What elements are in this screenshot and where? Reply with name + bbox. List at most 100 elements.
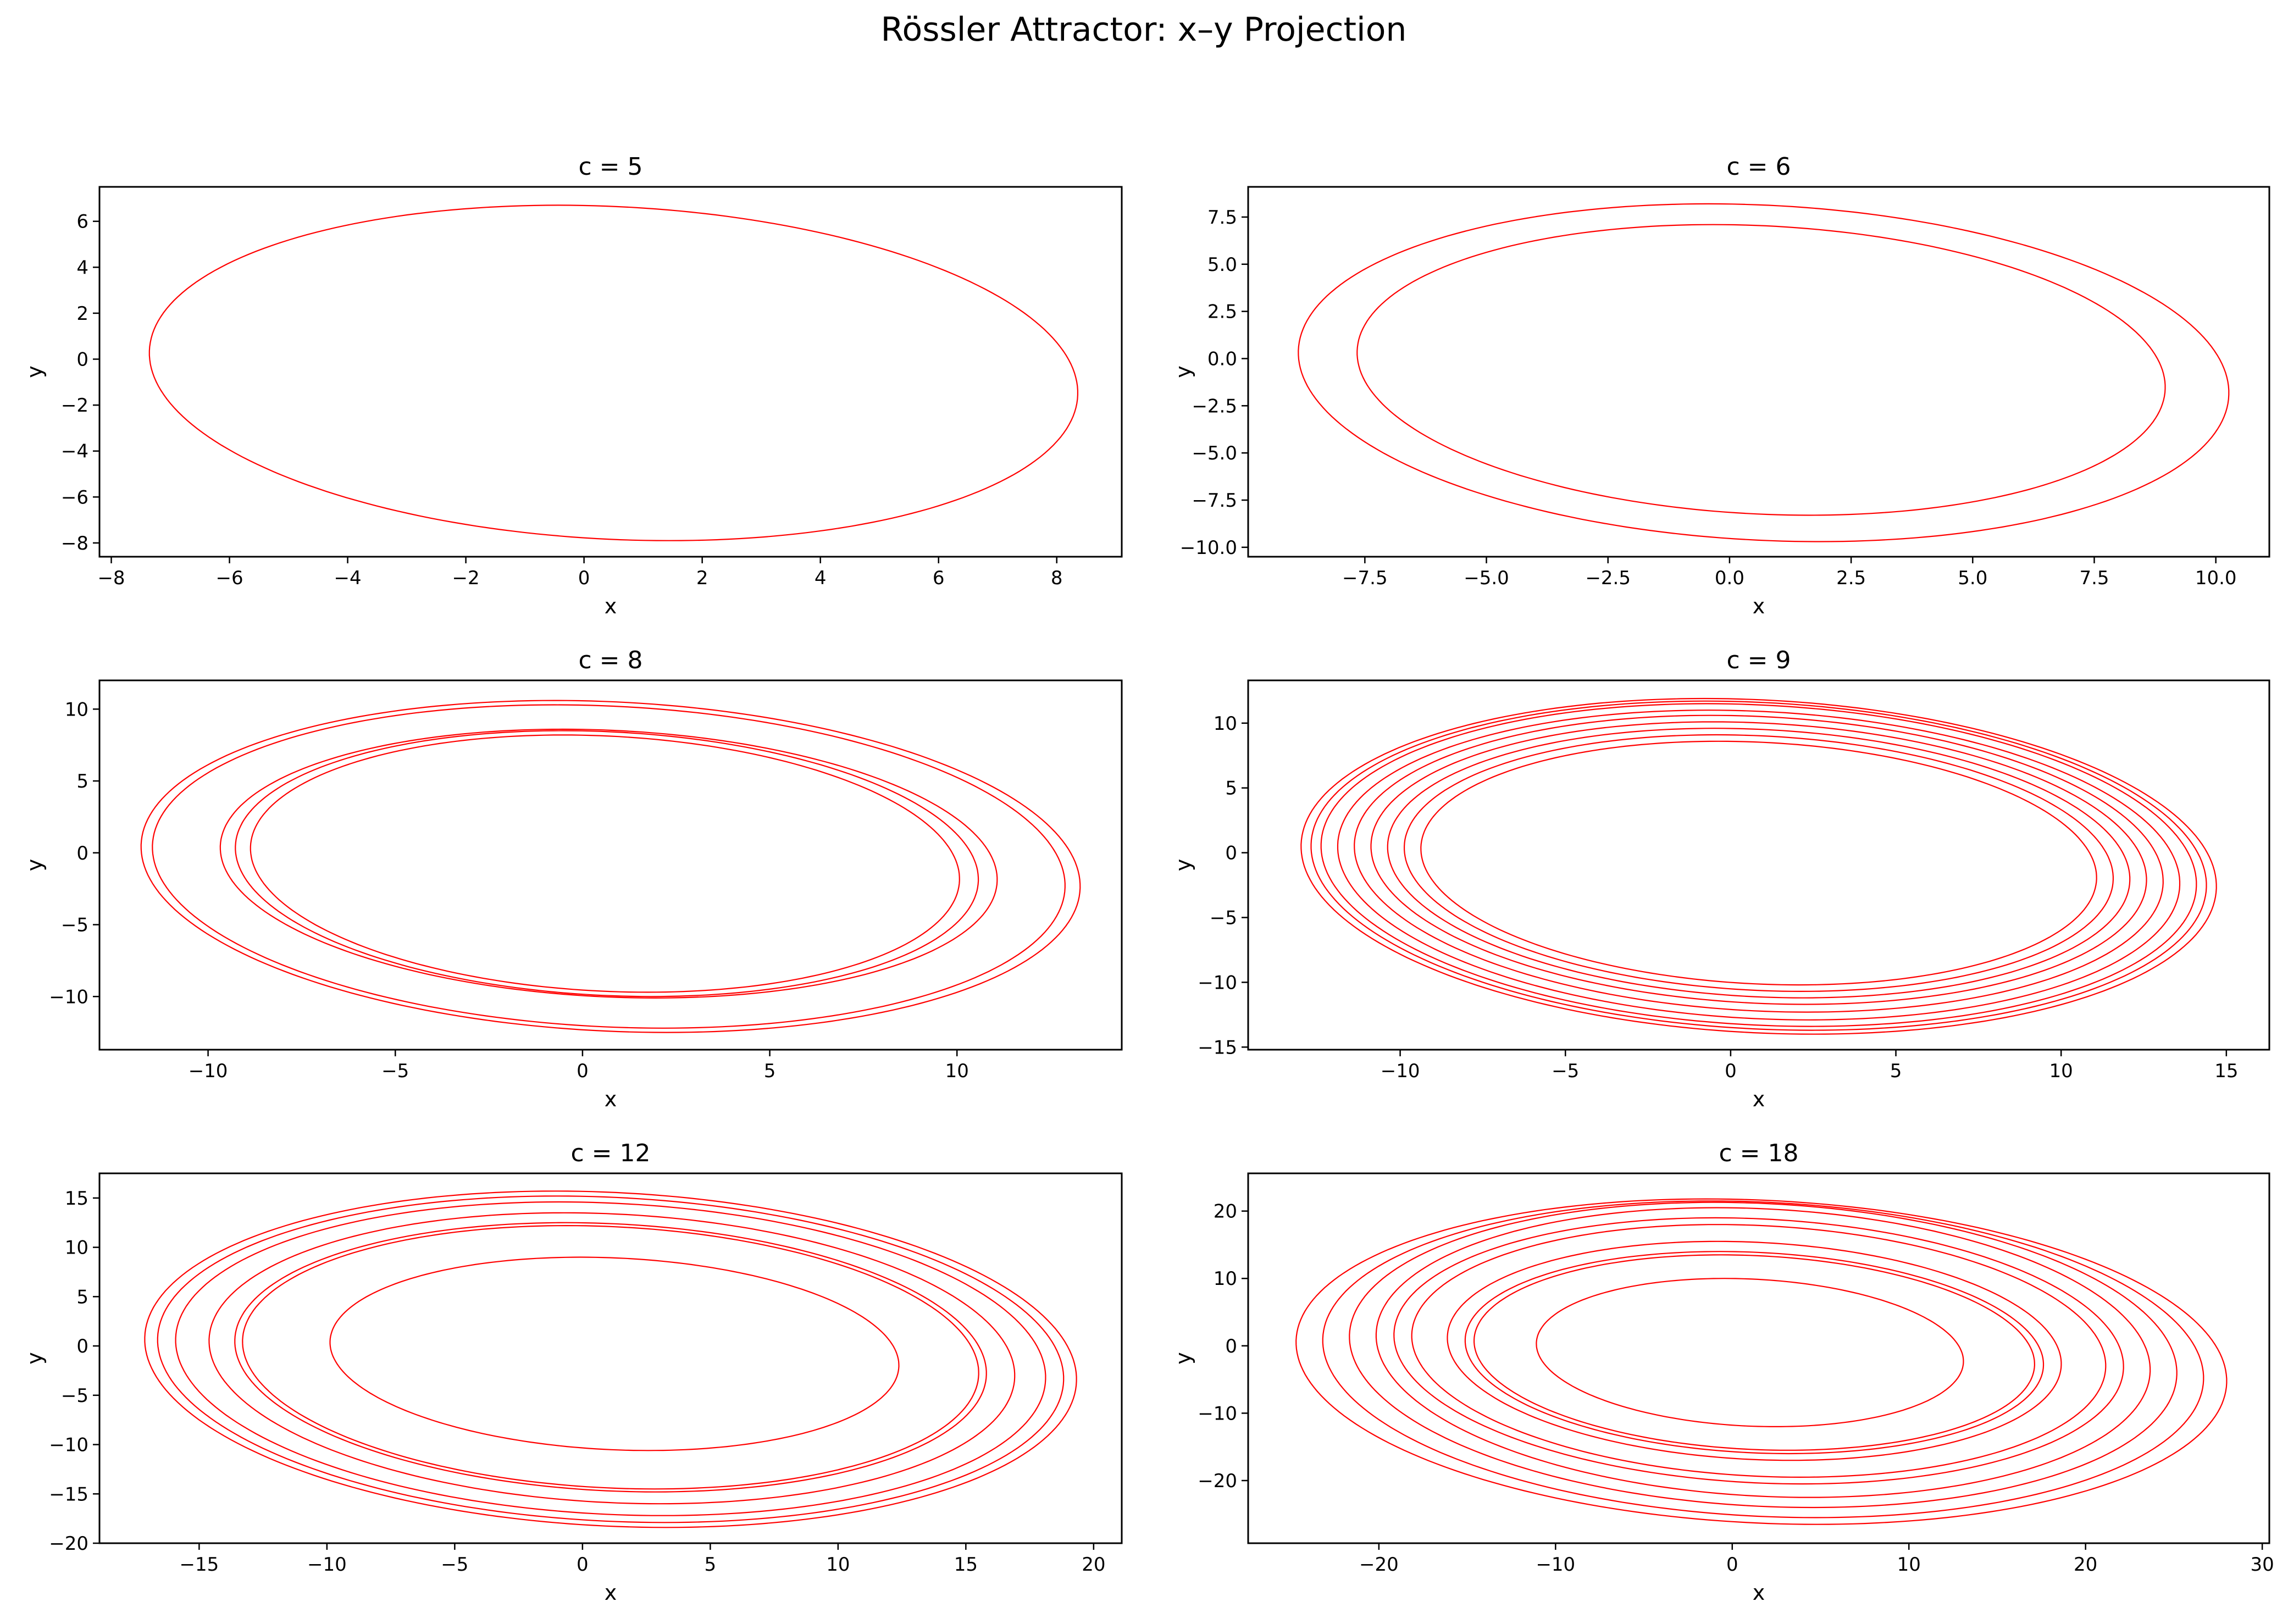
- subplot-4: −10 −5 0 5 10 15 −15 −10 −5 0 5 10 c = 9 x y: [1171, 646, 2270, 1111]
- x-tick-label: 0: [578, 567, 590, 589]
- trajectory: [140, 700, 1081, 1033]
- x-tick-label: 30: [2251, 1554, 2274, 1576]
- x-tick-label: 0: [577, 1060, 589, 1082]
- x-tick-label: 15: [2214, 1060, 2238, 1082]
- subplot-1: −8 −6 −4 −2 0 2 4 6 8 −8 −6 −4 −2 0 2 4 6 c = 5 x y: [23, 153, 1123, 618]
- x-tick-label: 20: [1082, 1554, 1105, 1576]
- y-axis-label: y: [1171, 859, 1195, 872]
- x-tick-label: −15: [179, 1554, 219, 1576]
- y-tick-label: −2: [61, 395, 88, 417]
- trajectory-loop-2: [235, 730, 979, 997]
- trajectory-loop-5: [175, 1201, 1046, 1516]
- subplot-title: c = 18: [1719, 1139, 1798, 1167]
- x-tick-label: −20: [1359, 1554, 1399, 1576]
- y-tick-label: 10: [65, 699, 88, 720]
- y-tick-label: −5.0: [1192, 442, 1237, 464]
- trajectory-loop-3: [234, 1222, 987, 1493]
- x-tick-label: −2: [452, 567, 480, 589]
- trajectory-loop-1: [148, 204, 1079, 541]
- subplot-3: −10 −5 0 5 10 −10 −5 0 5 10 c = 8 x y: [23, 646, 1123, 1111]
- y-tick-label: 4: [76, 257, 88, 279]
- trajectory-loop-9: [1300, 697, 2217, 1035]
- y-tick-label: 2: [76, 303, 88, 325]
- trajectory-loop-1: [1420, 740, 2097, 986]
- trajectory: [1300, 697, 2217, 1035]
- x-axis-label: x: [1753, 1087, 1765, 1111]
- y-tick-label: −10.0: [1180, 537, 1237, 559]
- y-tick-label: 0: [1225, 843, 1237, 864]
- trajectory-loop-6: [1337, 710, 2181, 1021]
- trajectory-loop-1: [250, 734, 960, 993]
- y-tick-label: 10: [65, 1237, 88, 1259]
- figure-title: Rössler Attractor: x–y Projection: [881, 10, 1407, 49]
- x-axis-label: x: [1753, 1581, 1765, 1605]
- trajectory-loop-10: [1295, 1198, 2228, 1525]
- trajectory: [1298, 203, 2230, 542]
- x-tick-label: 0: [1725, 1060, 1737, 1082]
- y-axis-label: y: [1171, 365, 1195, 378]
- x-tick-label: 10: [2049, 1060, 2073, 1082]
- trajectory-loop-1: [1536, 1278, 1964, 1427]
- x-tick-label: 0.0: [1715, 567, 1744, 589]
- trajectory-loop-8: [1349, 1201, 2178, 1509]
- y-tick-label: 0: [76, 349, 88, 371]
- x-axis-label: x: [1753, 594, 1765, 618]
- y-tick-label: 0: [1225, 1335, 1237, 1357]
- trajectory-loop-5: [1354, 714, 2164, 1013]
- x-tick-label: −5: [381, 1060, 409, 1082]
- y-tick-label: −10: [1198, 972, 1237, 994]
- trajectory-loop-4: [1370, 721, 2147, 1005]
- x-tick-label: 2: [696, 567, 708, 589]
- plot-frame: [1247, 186, 2270, 558]
- y-tick-label: 5: [1225, 778, 1237, 800]
- y-tick-label: −10: [49, 1434, 88, 1456]
- y-axis-label: y: [23, 365, 47, 378]
- trajectory-loop-1: [1356, 224, 2166, 516]
- subplot-title: c = 9: [1726, 646, 1791, 674]
- y-tick-label: −4: [61, 441, 88, 463]
- trajectory-loop-7: [1375, 1207, 2151, 1498]
- y-axis-label: y: [23, 859, 47, 872]
- x-tick-label: −5.0: [1464, 567, 1509, 589]
- y-tick-label: −20: [49, 1533, 88, 1555]
- x-tick-label: 10: [945, 1060, 969, 1082]
- x-axis-label: x: [605, 1087, 617, 1111]
- trajectory-loop-3: [1387, 728, 2131, 999]
- trajectory-loop-5: [1411, 1224, 2107, 1478]
- trajectory-loop-8: [1310, 700, 2207, 1031]
- trajectory-loop-2: [242, 1225, 979, 1490]
- y-tick-label: 7.5: [1207, 207, 1237, 229]
- x-tick-label: −5: [441, 1554, 468, 1576]
- y-tick-label: −5: [1210, 907, 1237, 929]
- y-tick-label: −2.5: [1192, 395, 1237, 417]
- y-tick-label: −7.5: [1192, 490, 1237, 512]
- x-tick-label: 5.0: [1958, 567, 1987, 589]
- trajectory-loop-5: [140, 700, 1081, 1033]
- x-tick-label: −4: [334, 567, 361, 589]
- y-axis-label: y: [23, 1352, 47, 1365]
- trajectory: [1295, 1198, 2228, 1525]
- trajectory: [144, 1190, 1077, 1528]
- y-tick-label: −20: [1198, 1470, 1237, 1492]
- subplot-title: c = 12: [570, 1139, 650, 1167]
- x-tick-label: −7.5: [1342, 567, 1388, 589]
- y-tick-label: 5: [76, 771, 88, 792]
- x-tick-label: −10: [307, 1554, 347, 1576]
- y-tick-label: −15: [1198, 1037, 1237, 1058]
- x-tick-label: 8: [1051, 567, 1063, 589]
- y-tick-label: 5: [76, 1286, 88, 1308]
- y-tick-label: 10: [1214, 713, 1237, 735]
- plot-frame: [1247, 679, 2270, 1051]
- x-tick-label: −10: [1536, 1554, 1575, 1576]
- trajectory-loop-2: [1473, 1254, 2036, 1451]
- x-axis-label: x: [605, 594, 617, 618]
- trajectory-loop-4: [1447, 1240, 2062, 1461]
- x-axis-label: x: [605, 1581, 617, 1605]
- x-tick-label: 10: [826, 1554, 850, 1576]
- x-tick-label: −5: [1552, 1060, 1579, 1082]
- x-tick-label: −10: [1381, 1060, 1420, 1082]
- subplot-title: c = 8: [578, 646, 642, 674]
- x-tick-label: 5: [705, 1554, 717, 1576]
- y-tick-label: 6: [76, 211, 88, 233]
